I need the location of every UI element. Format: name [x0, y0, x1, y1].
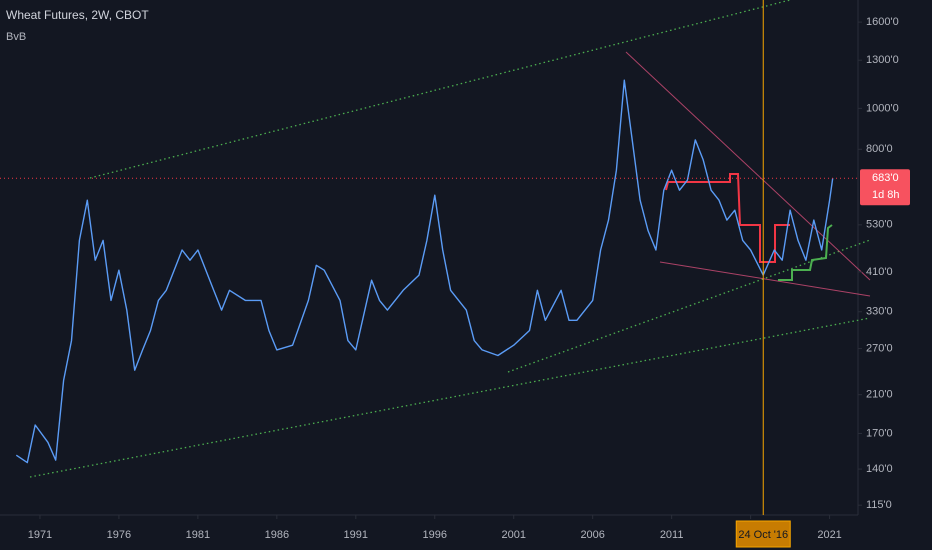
y-tick-label: 210'0: [866, 389, 893, 401]
x-tick-label: 2011: [660, 529, 684, 541]
channel-lines: [625, 51, 871, 297]
y-tick-label: 115'0: [866, 499, 892, 511]
y-tick-label: 140'0: [866, 463, 893, 475]
y-tick-label: 270'0: [866, 342, 893, 354]
x-tick-label: 1986: [265, 529, 289, 541]
x-tick-label: 1981: [186, 529, 210, 541]
trend-line: [89, 0, 791, 179]
last-price-label: 683'0: [872, 172, 899, 184]
y-tick-label: 1300'0: [866, 54, 899, 66]
crosshair-label: 24 Oct '16: [738, 529, 788, 541]
y-tick-label: 1000'0: [866, 102, 899, 114]
indicator-name: BvB: [6, 31, 26, 43]
indicator-green: [778, 224, 833, 281]
y-tick-label: 170'0: [866, 427, 893, 439]
last-price-box: [860, 169, 910, 206]
x-tick-label: 1976: [107, 529, 131, 541]
trend-line: [29, 317, 871, 478]
y-tick-label: 800'0: [866, 143, 893, 155]
x-tick-label: 2001: [501, 529, 525, 541]
x-tick-label: 1991: [344, 529, 368, 541]
y-tick-label: 530'0: [866, 219, 893, 231]
crosshair-box: [735, 520, 791, 548]
y-tick-label: 330'0: [866, 306, 893, 318]
y-tick-label: 1600'0: [866, 16, 899, 28]
trend-lines: [29, 0, 871, 478]
x-tick-label: 1971: [28, 529, 52, 541]
x-tick-label: 2021: [817, 529, 841, 541]
price-line: [15, 79, 834, 464]
countdown-label: 1d 8h: [872, 189, 900, 201]
x-tick-label: 2006: [580, 529, 604, 541]
x-tick-label: 1996: [423, 529, 447, 541]
trend-line: [507, 239, 871, 373]
chart-title: Wheat Futures, 2W, CBOT: [6, 8, 149, 22]
channel-line: [659, 261, 871, 297]
channel-line: [625, 51, 871, 281]
y-tick-label: 410'0: [866, 266, 893, 278]
